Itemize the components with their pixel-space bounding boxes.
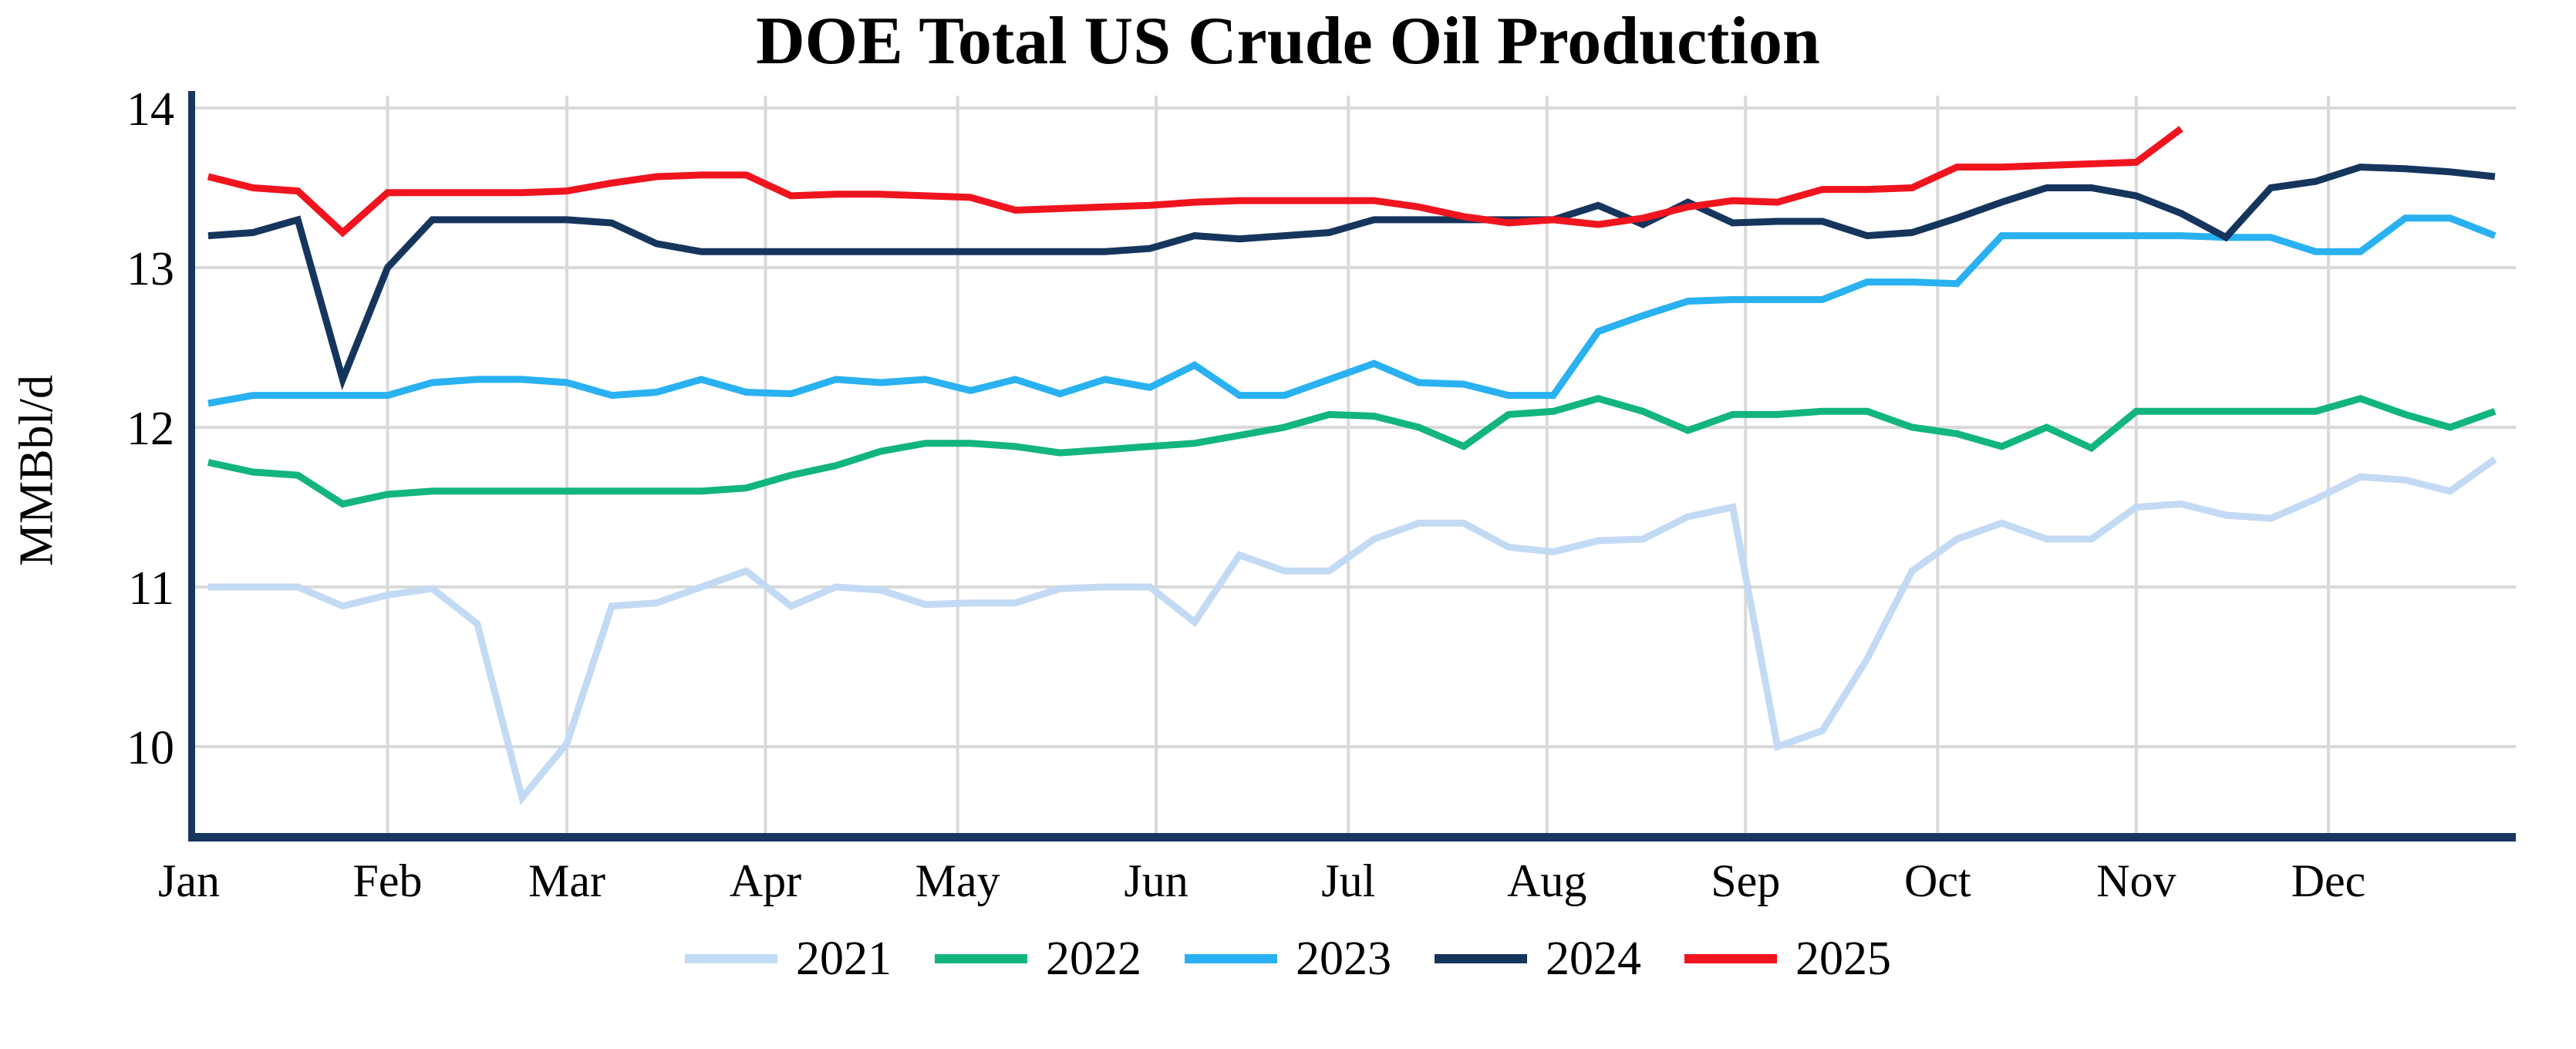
legend-item-2025: 2025 (1684, 935, 1891, 983)
legend-label-2025: 2025 (1795, 933, 1891, 985)
y-tick-label-13: 13 (126, 243, 174, 295)
x-tick-label-Dec: Dec (2291, 855, 2366, 906)
series-line-2021 (207, 456, 2497, 805)
series-line-2023 (207, 214, 2497, 407)
y-tick-label-14: 14 (126, 83, 174, 136)
x-tick-label-Jan: Jan (158, 855, 220, 906)
horizontal-gridlines (189, 106, 2516, 748)
legend-label-2024: 2024 (1546, 933, 1641, 985)
x-tick-label-May: May (915, 855, 1000, 906)
legend-swatch-2025 (1684, 954, 1777, 963)
series-line-2025 (207, 126, 2183, 238)
x-tick-label-Mar: Mar (528, 855, 605, 906)
y-axis-spine (188, 91, 195, 842)
y-tick-label-12: 12 (126, 403, 174, 455)
x-axis-spine (188, 833, 2516, 842)
x-tick-label-Jul: Jul (1321, 855, 1375, 906)
x-tick-label-Apr: Apr (730, 855, 801, 906)
legend-swatch-2023 (1185, 954, 1277, 963)
x-tick-label-Nov: Nov (2096, 855, 2176, 906)
y-tick-label-10: 10 (126, 722, 174, 774)
legend-label-2022: 2022 (1046, 933, 1141, 985)
x-tick-label-Sep: Sep (1711, 855, 1780, 906)
legend-item-2022: 2022 (935, 935, 1141, 983)
legend-label-2023: 2023 (1296, 933, 1391, 985)
y-axis-tick-labels: 14 13 12 11 10 (126, 83, 174, 774)
x-tick-label-Aug: Aug (1507, 855, 1586, 906)
series-line-2024 (207, 164, 2496, 390)
legend-item-2023: 2023 (1185, 935, 1391, 983)
legend-swatch-2021 (685, 954, 777, 963)
legend: 2021 2022 2023 2024 2025 (0, 935, 2576, 983)
y-tick-label-11: 11 (128, 562, 174, 615)
legend-item-2024: 2024 (1435, 935, 1641, 983)
x-axis-tick-labels: Jan Feb Mar Apr May Jun Jul Aug Sep Oct Nov Dec (158, 855, 2365, 906)
series-line-2022 (207, 394, 2497, 508)
axis-spines (188, 91, 2516, 842)
legend-swatch-2022 (935, 954, 1027, 963)
legend-label-2021: 2021 (796, 933, 892, 985)
x-tick-label-Jun: Jun (1124, 855, 1188, 906)
x-tick-label-Oct: Oct (1904, 855, 1971, 906)
chart-title: DOE Total US Crude Oil Production (756, 4, 1820, 79)
legend-swatch-2024 (1435, 954, 1527, 963)
legend-item-2021: 2021 (685, 935, 892, 983)
x-tick-label-Feb: Feb (352, 855, 422, 906)
vertical-gridlines (386, 96, 2330, 833)
